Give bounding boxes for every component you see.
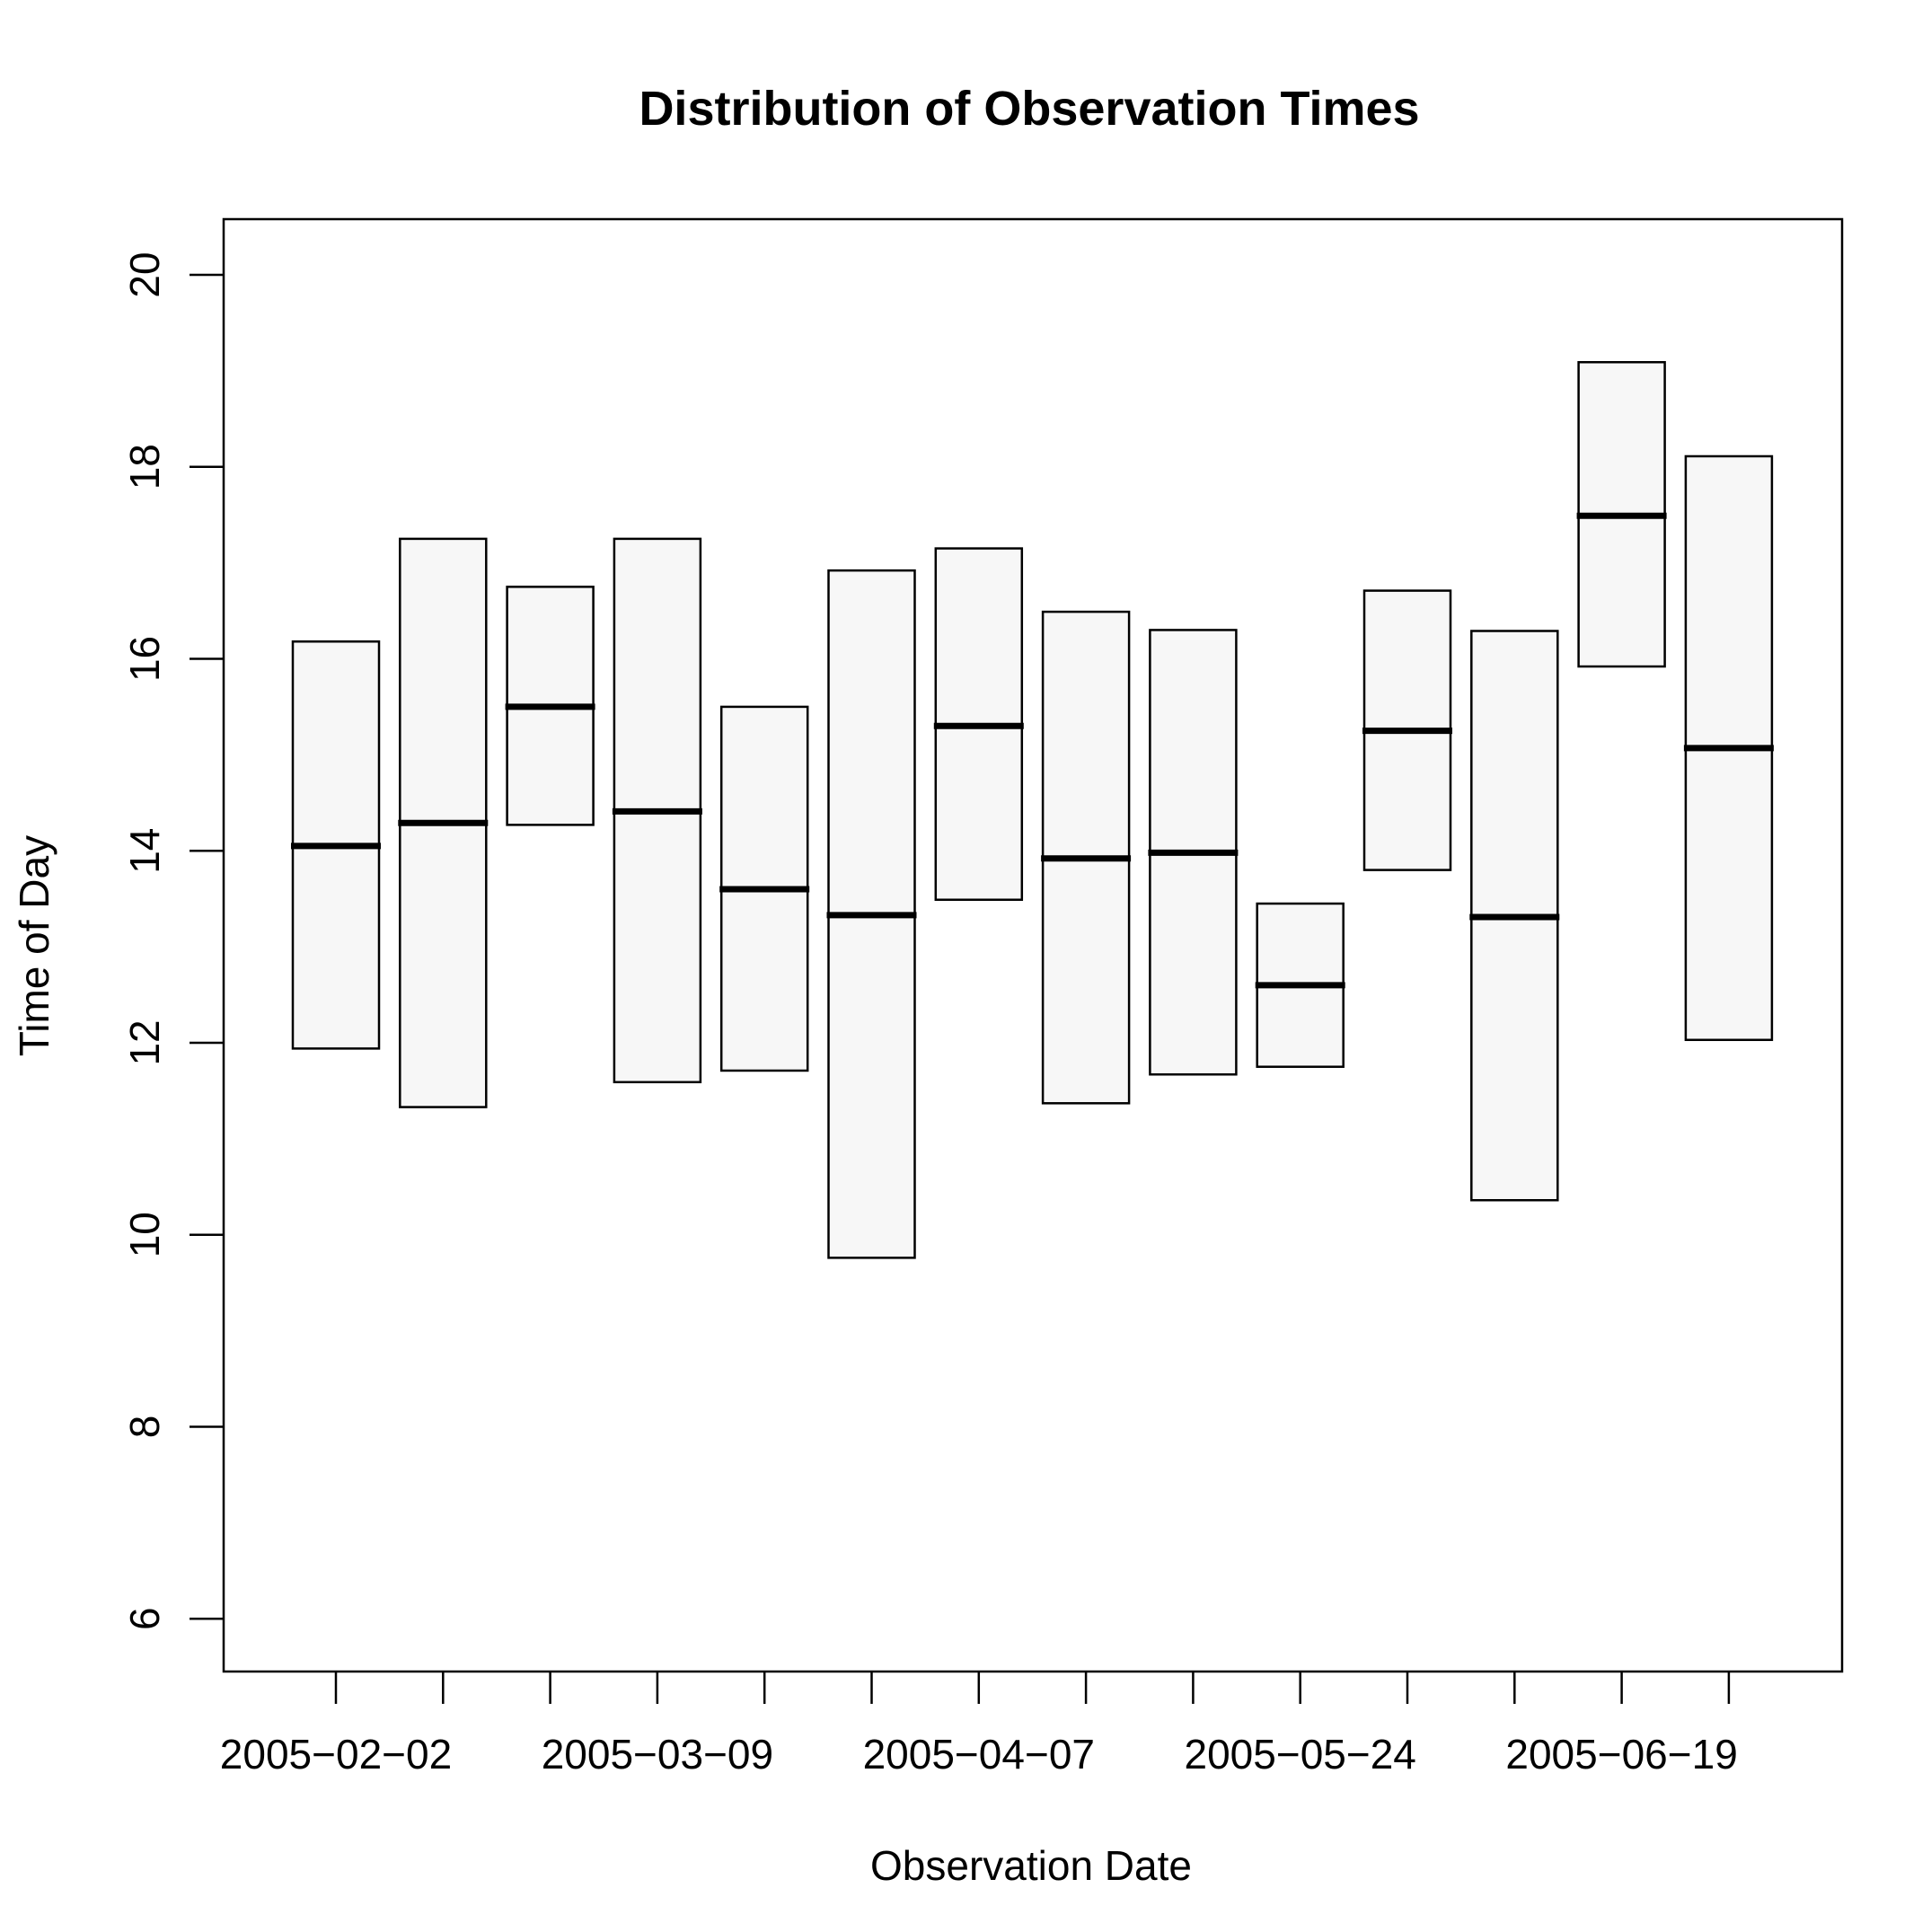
- y-tick-label-8: 8: [121, 1416, 168, 1439]
- plot-frame: [222, 217, 1844, 1673]
- x-tick-label-1: 2005−02−02: [220, 1731, 452, 1778]
- x-tick-label-4: 2005−05−24: [1185, 1731, 1416, 1778]
- x-tick-label-2: 2005−03−09: [542, 1731, 773, 1778]
- x-tick-label-3: 2005−04−07: [863, 1731, 1095, 1778]
- x-tick-label-5: 2005−06−19: [1505, 1731, 1737, 1778]
- y-tick-label-10: 10: [121, 1212, 168, 1257]
- y-axis: 6 8 10 12 14 16 18 20: [121, 251, 224, 1630]
- y-tick-label-14: 14: [121, 828, 168, 874]
- y-tick-label-12: 12: [121, 1019, 168, 1065]
- x-axis: 2005−02−02 2005−03−09 2005−04−07 2005−05−24…: [220, 1672, 1738, 1778]
- y-tick-label-6: 6: [121, 1607, 168, 1630]
- y-tick-label-20: 20: [121, 251, 168, 297]
- boxes-layer: [291, 360, 1774, 1259]
- chart-title: Distribution of Observation Times: [639, 82, 1419, 136]
- y-tick-label-16: 16: [121, 636, 168, 682]
- y-tick-label-18: 18: [121, 444, 168, 490]
- x-axis-title: Observation Date: [870, 1842, 1192, 1889]
- y-axis-title: Time of Day: [11, 835, 57, 1056]
